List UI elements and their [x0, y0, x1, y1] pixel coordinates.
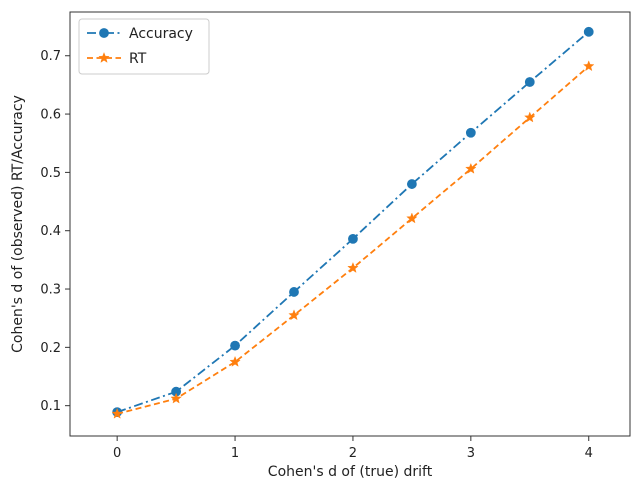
data-point-accuracy [583, 26, 594, 37]
x-axis: 0 1 2 3 4 [113, 436, 593, 461]
y-tick-label: 0.2 [40, 341, 61, 356]
x-tick-label: 4 [585, 446, 593, 461]
plot-background [70, 12, 630, 436]
legend-marker-rt [98, 52, 110, 63]
data-point-accuracy [289, 287, 299, 297]
data-point-accuracy [230, 340, 240, 351]
y-tick-label: 0.7 [40, 49, 61, 64]
y-tick-label: 0.6 [40, 108, 61, 123]
legend-label-rt: RT [129, 51, 147, 67]
legend-marker-accuracy [99, 28, 109, 38]
y-tick-label: 0.3 [40, 283, 61, 298]
data-point-accuracy [348, 233, 358, 244]
data-point-rt [465, 162, 477, 174]
y-axis: 0.1 0.2 0.3 0.4 0.5 0.6 0.7 [40, 49, 70, 414]
data-point-accuracy [406, 179, 417, 189]
plot-frame [69, 11, 631, 437]
x-axis-label: Cohen's d of (true) drift [268, 464, 433, 480]
data-point-rt [524, 111, 536, 123]
data-point-rt [229, 355, 241, 367]
data-point-rt [288, 309, 300, 321]
y-axis-label: Cohen's d of (observed) RT/Accuracy [10, 95, 26, 353]
x-tick-label: 0 [113, 446, 121, 461]
data-point-rt [583, 60, 595, 72]
legend: Accuracy RT [78, 18, 210, 75]
data-point-rt [347, 262, 359, 273]
data-point-accuracy [524, 77, 535, 87]
data-point-rt [111, 407, 123, 419]
y-tick-label: 0.1 [40, 399, 61, 414]
data-point-rt [170, 392, 182, 404]
x-tick-label: 1 [231, 446, 239, 461]
x-tick-label: 2 [349, 446, 357, 461]
data-point-accuracy [465, 127, 476, 138]
y-tick-label: 0.4 [40, 224, 61, 239]
legend-label-accuracy: Accuracy [129, 26, 193, 42]
data-point-rt [406, 212, 418, 224]
y-tick-label: 0.5 [40, 166, 61, 181]
series-layer [111, 26, 595, 419]
x-tick-label: 3 [467, 446, 475, 461]
